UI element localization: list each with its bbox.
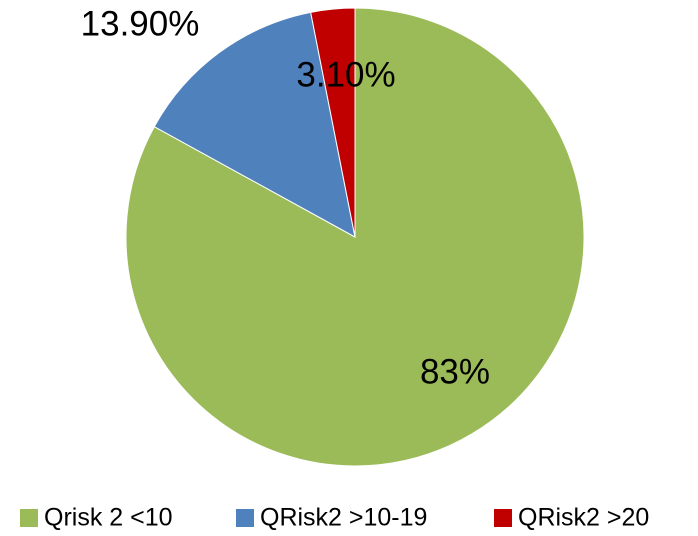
data-label: 13.90% <box>81 4 200 43</box>
data-label: 83% <box>420 352 490 391</box>
legend-label: Qrisk 2 <10 <box>44 504 173 532</box>
legend-label: QRisk2 >10-19 <box>260 504 427 532</box>
pie-slice <box>310 7 356 238</box>
legend-swatch <box>20 509 38 527</box>
data-label: 3.10% <box>296 55 395 94</box>
legend-swatch <box>494 509 512 527</box>
legend-swatch <box>236 509 254 527</box>
legend-label: QRisk2 >20 <box>518 504 649 532</box>
pie-slice <box>153 11 356 238</box>
